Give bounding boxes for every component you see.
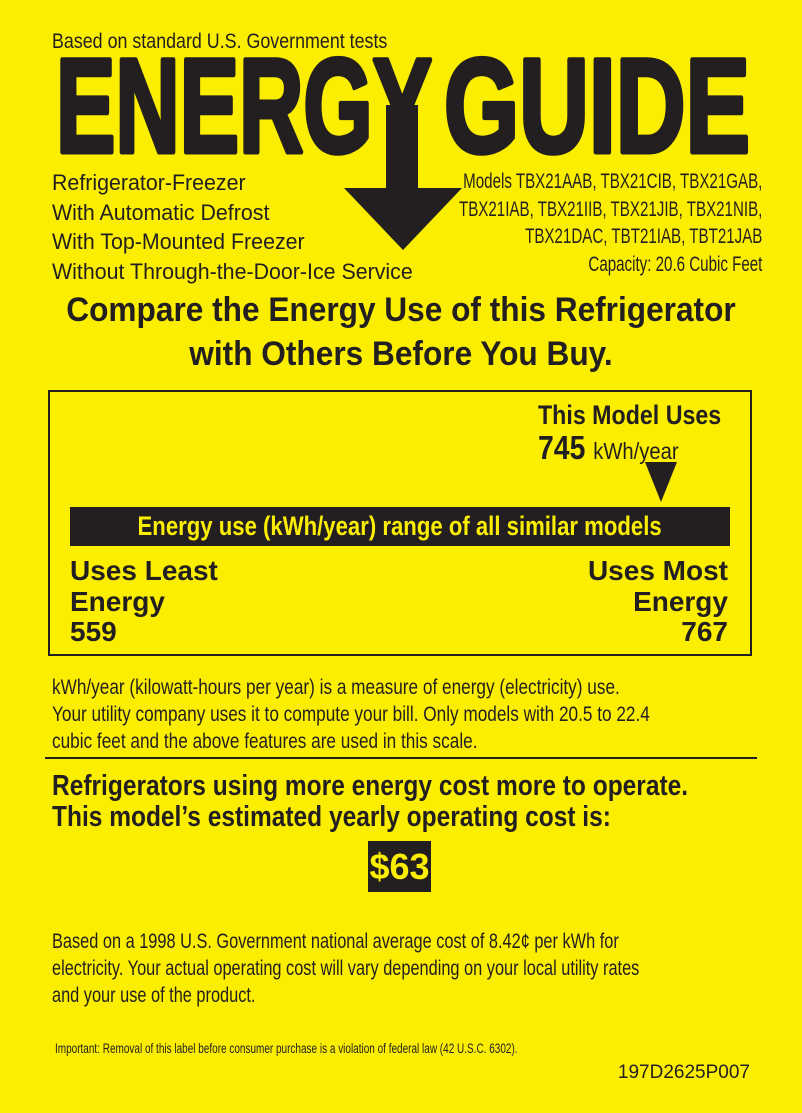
logo-word-guide: GUIDE (444, 50, 750, 181)
cost-basis-line: and your use of the product. (52, 983, 256, 1007)
kwh-explanation: kWh/year (kilowatt-hours per year) is a … (52, 674, 650, 755)
logo-word-energy: ENERGY (56, 50, 432, 181)
capacity-line: Capacity: 20.6 Cubic Feet (588, 252, 762, 276)
least-value: 559 (70, 616, 117, 647)
energyguide-logo: ENERGY GUIDE (54, 50, 753, 250)
feature-line: Refrigerator-Freezer (52, 170, 246, 195)
feature-line: With Automatic Defrost (52, 199, 270, 225)
model-line: TBX21DAC, TBT21IAB, TBT21JAB (524, 225, 762, 248)
uses-least-energy: Uses Least Energy 559 (70, 555, 218, 648)
cost-basis-note: Based on a 1998 U.S. Government national… (52, 928, 639, 1009)
headline-line: with Others Before You Buy. (189, 335, 613, 373)
headline: Compare the Energy Use of this Refrigera… (0, 288, 802, 376)
uses-least-label: Energy (70, 585, 165, 617)
this-model-label: This Model Uses (538, 400, 722, 430)
feature-line: With Top-Mounted Freezer (52, 229, 305, 254)
cost-basis-line: electricity. Your actual operating cost … (52, 956, 640, 980)
operating-cost-heading-line: This model’s estimated yearly operating … (52, 801, 611, 833)
kwh-unit: kWh/year (593, 438, 679, 464)
this-model-value-line: 745 kWh/year (538, 430, 721, 469)
down-arrow-icon (344, 105, 462, 250)
this-model-uses: This Model Uses 745 kWh/year (538, 400, 721, 469)
model-line: Models TBX21AAB, TBX21CIB, TBX21GAB, (462, 170, 762, 193)
operating-cost-heading: Refrigerators using more energy cost mor… (52, 771, 688, 833)
divider-line (45, 757, 757, 759)
kwh-explanation-line: kWh/year (kilowatt-hours per year) is a … (52, 675, 620, 699)
most-value: 767 (681, 616, 728, 647)
model-position-pointer-icon (645, 462, 677, 502)
yearly-cost-value: $63 (369, 845, 430, 887)
feature-list: Refrigerator-Freezer With Automatic Defr… (52, 168, 413, 286)
uses-least-label: Uses Least (70, 555, 218, 586)
cost-basis-line: Based on a 1998 U.S. Government national… (52, 929, 619, 953)
model-list: Models TBX21AAB, TBX21CIB, TBX21GAB, TBX… (459, 168, 762, 278)
uses-most-label: Uses Most (587, 555, 728, 586)
kwh-explanation-line: cubic feet and the above features are us… (52, 729, 478, 753)
model-line: TBX21IAB, TBX21IIB, TBX21JIB, TBX21NIB, (458, 197, 762, 221)
range-bar: Energy use (kWh/year) range of all simil… (70, 507, 730, 546)
legal-notice: Important: Removal of this label before … (55, 1041, 518, 1056)
range-bar-label: Energy use (kWh/year) range of all simil… (137, 511, 663, 541)
yearly-cost-badge: $63 (368, 841, 431, 892)
uses-most-label: Energy (633, 585, 728, 617)
operating-cost-heading-line: Refrigerators using more energy cost mor… (52, 770, 689, 802)
feature-line: Without Through-the-Door-Ice Service (52, 258, 413, 284)
headline-line: Compare the Energy Use of this Refrigera… (66, 291, 736, 329)
kwh-value: 745 (538, 429, 586, 466)
part-number: 197D2625P007 (617, 1062, 750, 1083)
energy-range-box (48, 390, 752, 656)
kwh-explanation-line: Your utility company uses it to compute … (52, 702, 650, 726)
top-note: Based on standard U.S. Government tests (52, 30, 388, 53)
uses-most-energy: Uses Most Energy 767 (587, 555, 728, 648)
